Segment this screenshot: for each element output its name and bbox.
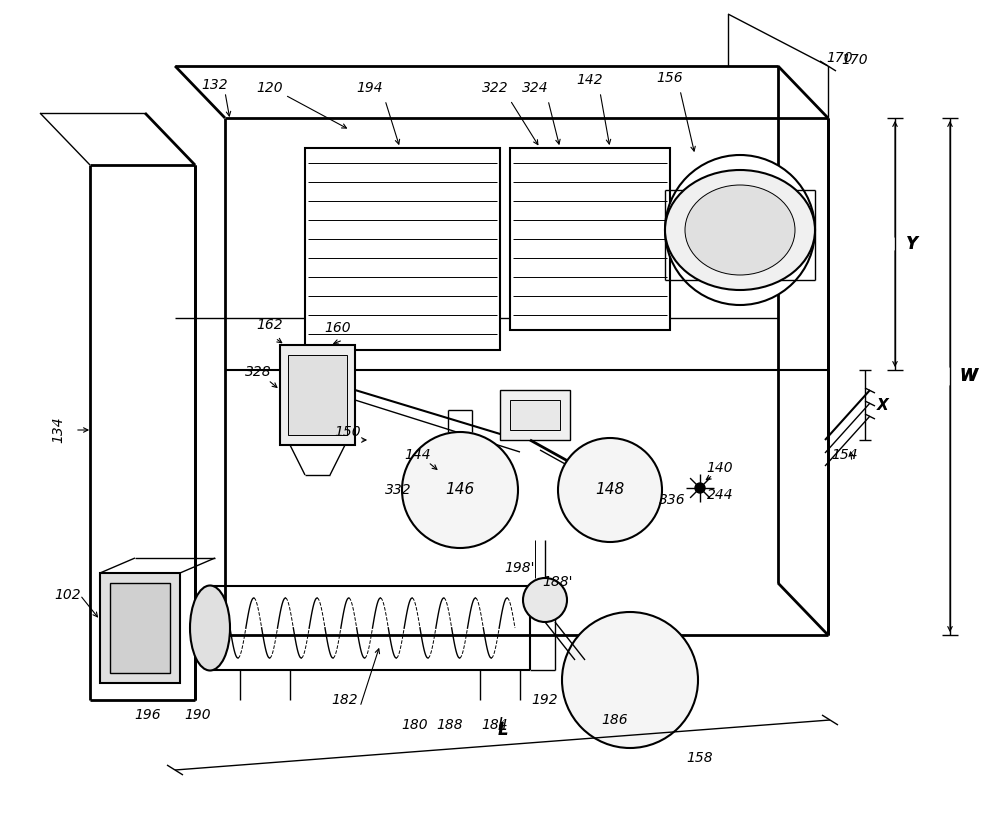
Text: 156: 156 [657,71,683,85]
Text: 150: 150 [335,425,361,439]
Circle shape [665,155,815,305]
Bar [288,355,347,435]
Text: L: L [498,721,508,739]
Ellipse shape [685,185,795,275]
Text: 182: 182 [332,693,358,707]
Text: 190: 190 [185,708,211,722]
Text: 146: 146 [445,483,475,497]
Text: 120: 120 [257,81,283,95]
Text: 170: 170 [842,53,868,67]
Text: 186: 186 [602,713,628,727]
Text: 170: 170 [827,51,853,65]
Text: 322: 322 [482,81,508,95]
Text: 148: 148 [595,483,625,497]
Text: 184: 184 [482,718,508,732]
Text: Y: Y [906,235,918,253]
Text: 158: 158 [687,751,713,765]
Bar [510,148,670,330]
Bar [305,148,500,350]
Text: X: X [877,397,889,413]
Text: W: W [959,367,977,385]
Bar [280,345,355,445]
Text: 180: 180 [402,718,428,732]
Text: 194: 194 [357,81,383,95]
Text: 336: 336 [659,493,685,507]
Text: L: L [497,716,507,734]
Bar [100,573,180,683]
Circle shape [523,578,567,622]
Text: 162: 162 [257,318,283,332]
Text: 328: 328 [245,365,271,379]
Text: 332: 332 [385,483,411,497]
Text: 192: 192 [532,693,558,707]
Text: 188': 188' [543,575,573,589]
Bar [110,583,170,673]
Ellipse shape [665,170,815,290]
Text: W: W [960,367,976,385]
Text: 188: 188 [437,718,463,732]
Text: 134: 134 [51,417,65,444]
Text: 140: 140 [707,461,733,475]
Text: 196: 196 [135,708,161,722]
Circle shape [558,438,662,542]
Text: 154: 154 [832,448,858,462]
Circle shape [402,432,518,548]
Text: 102: 102 [55,588,81,602]
Text: 132: 132 [202,78,228,92]
Ellipse shape [190,585,230,671]
Text: 198': 198' [505,561,535,575]
Circle shape [685,175,795,285]
Text: X: X [878,397,888,413]
Text: 324: 324 [522,81,548,95]
Text: Y: Y [908,235,918,253]
Bar [500,390,570,440]
Text: 244: 244 [707,488,733,502]
Text: 144: 144 [405,448,431,462]
Bar [510,400,560,430]
Circle shape [562,612,698,748]
Text: 160: 160 [325,321,351,335]
Text: 142: 142 [577,73,603,87]
Circle shape [695,483,705,493]
